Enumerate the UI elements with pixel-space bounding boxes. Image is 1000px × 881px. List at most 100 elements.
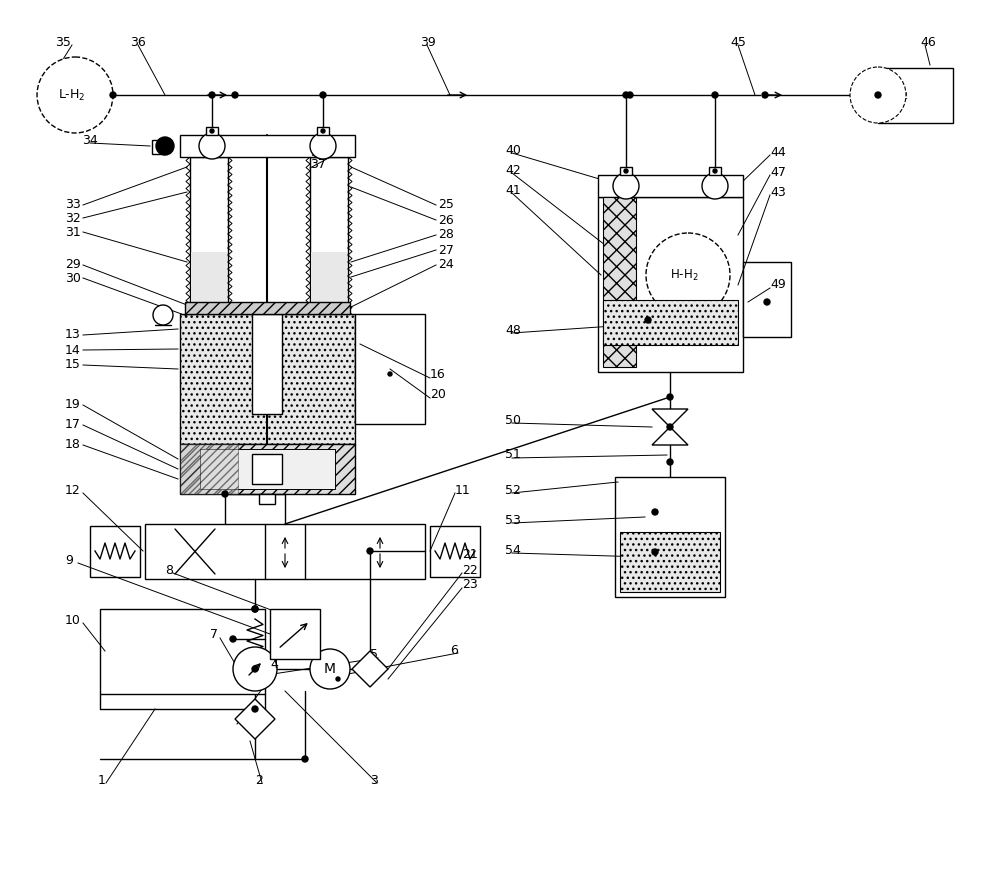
Bar xyxy=(620,532,720,592)
Bar xyxy=(270,609,320,659)
Circle shape xyxy=(252,666,258,672)
Text: 35: 35 xyxy=(55,35,71,48)
Text: 5: 5 xyxy=(370,648,378,662)
Polygon shape xyxy=(652,427,688,445)
Bar xyxy=(355,314,425,424)
Circle shape xyxy=(762,92,768,98)
Polygon shape xyxy=(235,699,275,739)
Text: 4: 4 xyxy=(270,658,278,671)
Bar xyxy=(180,135,355,157)
Text: 47: 47 xyxy=(770,166,786,179)
Circle shape xyxy=(646,233,730,317)
Text: 42: 42 xyxy=(505,164,521,176)
Text: 10: 10 xyxy=(65,613,81,626)
Text: 36: 36 xyxy=(130,35,146,48)
Text: 31: 31 xyxy=(65,226,81,239)
Circle shape xyxy=(702,173,728,199)
Text: 26: 26 xyxy=(438,213,454,226)
Circle shape xyxy=(310,649,350,689)
Text: 6: 6 xyxy=(450,643,458,656)
Text: 22: 22 xyxy=(462,564,478,576)
Circle shape xyxy=(222,491,228,497)
Circle shape xyxy=(232,92,238,98)
Circle shape xyxy=(875,92,881,98)
Text: 34: 34 xyxy=(82,134,98,146)
Circle shape xyxy=(667,459,673,465)
Circle shape xyxy=(764,299,770,305)
Text: 9: 9 xyxy=(65,553,73,566)
Bar xyxy=(598,197,743,372)
Bar xyxy=(180,444,238,494)
Bar xyxy=(259,494,275,504)
Bar xyxy=(310,157,348,322)
Bar xyxy=(743,262,791,337)
Text: 20: 20 xyxy=(430,389,446,402)
Text: 50: 50 xyxy=(505,413,521,426)
Text: 18: 18 xyxy=(65,439,81,451)
Circle shape xyxy=(367,548,373,554)
Text: 33: 33 xyxy=(65,198,81,211)
Bar xyxy=(200,449,335,489)
Circle shape xyxy=(153,305,173,325)
Circle shape xyxy=(156,137,174,155)
Bar xyxy=(598,175,743,197)
Bar xyxy=(317,127,329,135)
Text: 24: 24 xyxy=(438,258,454,271)
Circle shape xyxy=(652,549,658,555)
Circle shape xyxy=(712,92,718,98)
Text: 40: 40 xyxy=(505,144,521,157)
Bar xyxy=(252,314,282,414)
Text: 43: 43 xyxy=(770,186,786,198)
Circle shape xyxy=(233,647,277,691)
Circle shape xyxy=(321,129,325,133)
Circle shape xyxy=(252,706,258,712)
Bar xyxy=(191,252,227,302)
Bar xyxy=(185,302,350,314)
Text: 16: 16 xyxy=(430,368,446,381)
Text: 19: 19 xyxy=(65,398,81,411)
Circle shape xyxy=(627,92,633,98)
Text: 27: 27 xyxy=(438,243,454,256)
Circle shape xyxy=(667,394,673,400)
Bar xyxy=(190,157,228,322)
Circle shape xyxy=(252,606,258,612)
Text: 29: 29 xyxy=(65,258,81,271)
Text: H-H$_2$: H-H$_2$ xyxy=(882,88,909,102)
Bar xyxy=(878,68,953,123)
Bar xyxy=(311,252,347,302)
Text: 17: 17 xyxy=(65,418,81,432)
Polygon shape xyxy=(352,651,388,687)
Text: 32: 32 xyxy=(65,211,81,225)
Text: 39: 39 xyxy=(420,35,436,48)
Circle shape xyxy=(713,169,717,173)
Circle shape xyxy=(336,677,340,681)
Bar xyxy=(90,526,140,577)
Text: 25: 25 xyxy=(438,198,454,211)
Text: 46: 46 xyxy=(920,35,936,48)
Circle shape xyxy=(199,133,225,159)
Bar xyxy=(152,140,165,154)
Text: 44: 44 xyxy=(770,145,786,159)
Text: 21: 21 xyxy=(462,549,478,561)
Text: 45: 45 xyxy=(730,35,746,48)
Text: 30: 30 xyxy=(65,271,81,285)
Text: 11: 11 xyxy=(455,484,471,497)
Text: 41: 41 xyxy=(505,183,521,196)
Text: 8: 8 xyxy=(165,564,173,576)
Circle shape xyxy=(388,372,392,376)
Bar xyxy=(145,524,425,579)
Bar xyxy=(180,314,355,444)
Text: L-H$_2$: L-H$_2$ xyxy=(58,87,86,102)
Text: 15: 15 xyxy=(65,359,81,372)
Bar xyxy=(430,526,480,577)
Circle shape xyxy=(209,92,215,98)
Text: 37: 37 xyxy=(310,159,326,172)
Circle shape xyxy=(230,636,236,642)
Text: 3: 3 xyxy=(370,774,378,787)
Bar xyxy=(615,477,725,597)
Circle shape xyxy=(850,67,906,123)
Circle shape xyxy=(645,317,651,323)
Circle shape xyxy=(320,92,326,98)
Polygon shape xyxy=(652,409,688,427)
Text: 7: 7 xyxy=(210,628,218,641)
